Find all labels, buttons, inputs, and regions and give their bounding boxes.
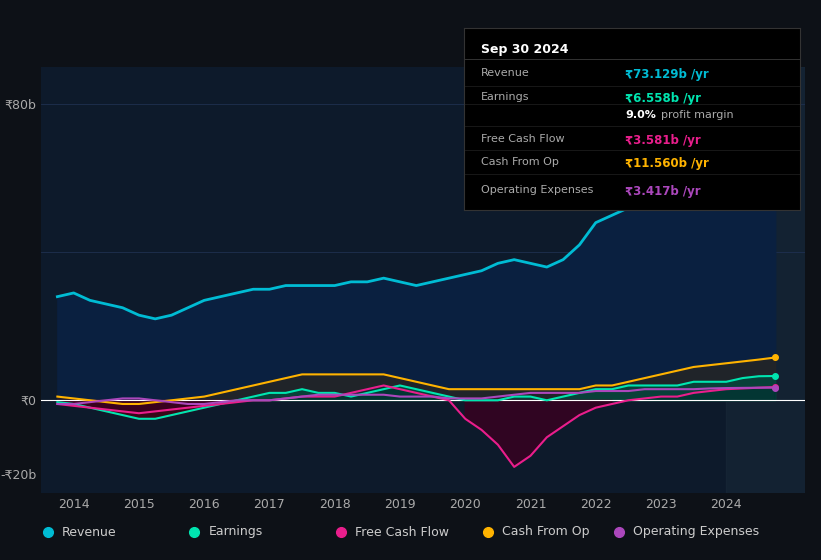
Text: Cash From Op: Cash From Op <box>481 157 558 167</box>
Text: Sep 30 2024: Sep 30 2024 <box>481 43 568 55</box>
Text: Revenue: Revenue <box>481 68 530 78</box>
Text: ₹3.581b /yr: ₹3.581b /yr <box>626 134 701 147</box>
Text: ₹3.417b /yr: ₹3.417b /yr <box>626 185 701 198</box>
Text: Operating Expenses: Operating Expenses <box>633 525 759 539</box>
Text: ₹73.129b /yr: ₹73.129b /yr <box>626 68 709 81</box>
Text: Free Cash Flow: Free Cash Flow <box>481 134 564 143</box>
Text: 9.0%: 9.0% <box>626 110 656 120</box>
Text: Cash From Op: Cash From Op <box>502 525 589 539</box>
Text: Operating Expenses: Operating Expenses <box>481 185 593 194</box>
Text: ₹11.560b /yr: ₹11.560b /yr <box>626 157 709 170</box>
Text: Free Cash Flow: Free Cash Flow <box>355 525 449 539</box>
Text: ₹6.558b /yr: ₹6.558b /yr <box>626 92 701 105</box>
Text: Earnings: Earnings <box>481 92 530 102</box>
Text: Earnings: Earnings <box>209 525 263 539</box>
Text: profit margin: profit margin <box>661 110 733 120</box>
Bar <box>727 67 805 493</box>
Text: Revenue: Revenue <box>62 525 117 539</box>
